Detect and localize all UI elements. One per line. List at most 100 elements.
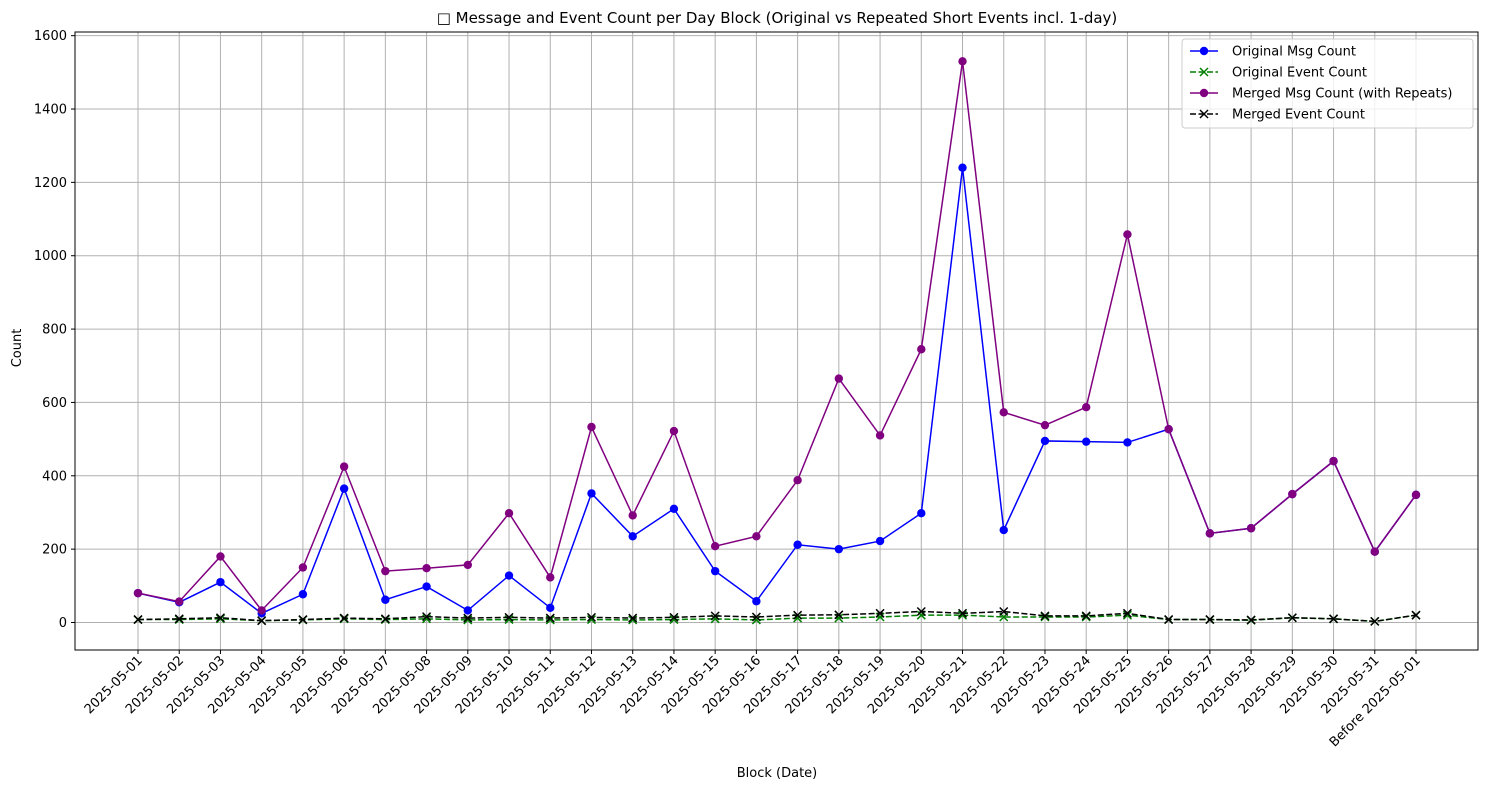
data-point: [1329, 456, 1338, 466]
data-point: [380, 614, 390, 624]
data-point: [875, 608, 885, 618]
data-point: [586, 612, 597, 622]
y-tick-label: 800: [42, 323, 67, 338]
legend-marker: [1199, 46, 1209, 56]
data-point: [1329, 614, 1339, 624]
data-point: [875, 612, 885, 622]
legend-item: Original Event Count: [1190, 66, 1367, 81]
data-point: [1246, 524, 1256, 533]
series-line: [137, 610, 1417, 623]
data-point: [628, 615, 638, 625]
data-point: [1122, 610, 1132, 620]
data-point: [999, 408, 1008, 417]
data-point: [1123, 230, 1132, 239]
data-point: [1205, 529, 1215, 538]
data-point: [834, 610, 844, 620]
data-point: [504, 571, 514, 580]
data-point: [298, 615, 308, 625]
legend-marker: [1199, 88, 1209, 98]
series-3: [133, 57, 1421, 615]
data-point: [875, 431, 885, 440]
data-point: [381, 595, 390, 604]
data-point: [545, 613, 555, 623]
data-point: [1122, 608, 1132, 618]
data-point: [1123, 438, 1132, 447]
data-point: [752, 532, 761, 541]
legend-item: Original Msg Count: [1190, 45, 1356, 60]
data-point: [1081, 403, 1091, 412]
data-point: [546, 603, 555, 613]
data-point: [1370, 547, 1379, 556]
legend-marker: [1199, 67, 1209, 77]
data-point: [463, 560, 473, 570]
grid: [75, 32, 1478, 650]
y-tick-label: 600: [42, 396, 67, 411]
data-point: [1040, 611, 1050, 621]
data-point: [1040, 420, 1050, 430]
data-point: [628, 511, 637, 520]
data-point: [504, 612, 514, 622]
y-tick-label: 0: [59, 616, 67, 631]
data-point: [793, 540, 802, 549]
data-point: [174, 614, 184, 624]
legend-box: [1181, 38, 1474, 129]
data-point: [669, 426, 679, 436]
data-point: [875, 536, 885, 546]
data-point: [999, 606, 1009, 617]
data-point: [545, 615, 555, 625]
legend: Original Msg Count Original Event Count Me…: [1181, 38, 1474, 129]
data-point: [793, 610, 803, 620]
x-axis-label: Block (Date): [737, 766, 818, 781]
data-point: [257, 616, 267, 626]
data-point: [999, 525, 1008, 535]
y-tick-label: 1600: [34, 29, 67, 44]
data-point: [1411, 610, 1421, 620]
data-point: [463, 613, 473, 623]
data-point: [710, 611, 720, 621]
y-axis-label: Count: [10, 329, 25, 368]
legend-label: Merged Msg Count (with Repeats): [1232, 87, 1452, 102]
data-point: [834, 374, 844, 383]
data-point: [216, 577, 225, 587]
series-group: [133, 57, 1421, 626]
data-point: [1040, 612, 1050, 622]
data-point: [504, 508, 514, 518]
data-point: [710, 566, 720, 576]
data-point: [710, 542, 720, 551]
series-4: [133, 606, 1421, 626]
data-point: [175, 597, 184, 606]
data-point: [834, 544, 844, 554]
data-point: [215, 613, 225, 623]
data-point: [1205, 615, 1215, 625]
data-point: [1370, 616, 1380, 626]
data-point: [1040, 436, 1050, 446]
legend-label: Original Event Count: [1232, 66, 1367, 81]
data-point: [1287, 613, 1297, 623]
data-point: [752, 597, 761, 606]
data-point: [917, 508, 926, 518]
data-point: [1164, 425, 1173, 434]
y-tick-label: 200: [42, 543, 67, 558]
data-point: [1081, 612, 1091, 622]
data-point: [587, 489, 596, 498]
data-point: [1411, 490, 1421, 500]
y-axis-ticks: 0 200 400 600 800 1000 1200 1400 1600: [34, 29, 75, 631]
y-tick-label: 1000: [34, 249, 67, 264]
plot-area-frame: [74, 31, 1479, 651]
data-point: [133, 588, 143, 598]
data-point: [422, 564, 431, 573]
data-point: [339, 462, 349, 471]
data-point: [958, 163, 967, 172]
y-tick-label: 1200: [34, 176, 67, 191]
data-point: [422, 582, 431, 591]
data-point: [298, 563, 308, 572]
data-point: [587, 422, 596, 432]
y-tick-label: 1400: [34, 103, 67, 118]
data-point: [917, 345, 926, 354]
data-point: [133, 615, 143, 625]
data-point: [422, 612, 432, 622]
data-point: [958, 57, 967, 66]
data-point: [339, 484, 349, 493]
data-point: [257, 606, 266, 615]
